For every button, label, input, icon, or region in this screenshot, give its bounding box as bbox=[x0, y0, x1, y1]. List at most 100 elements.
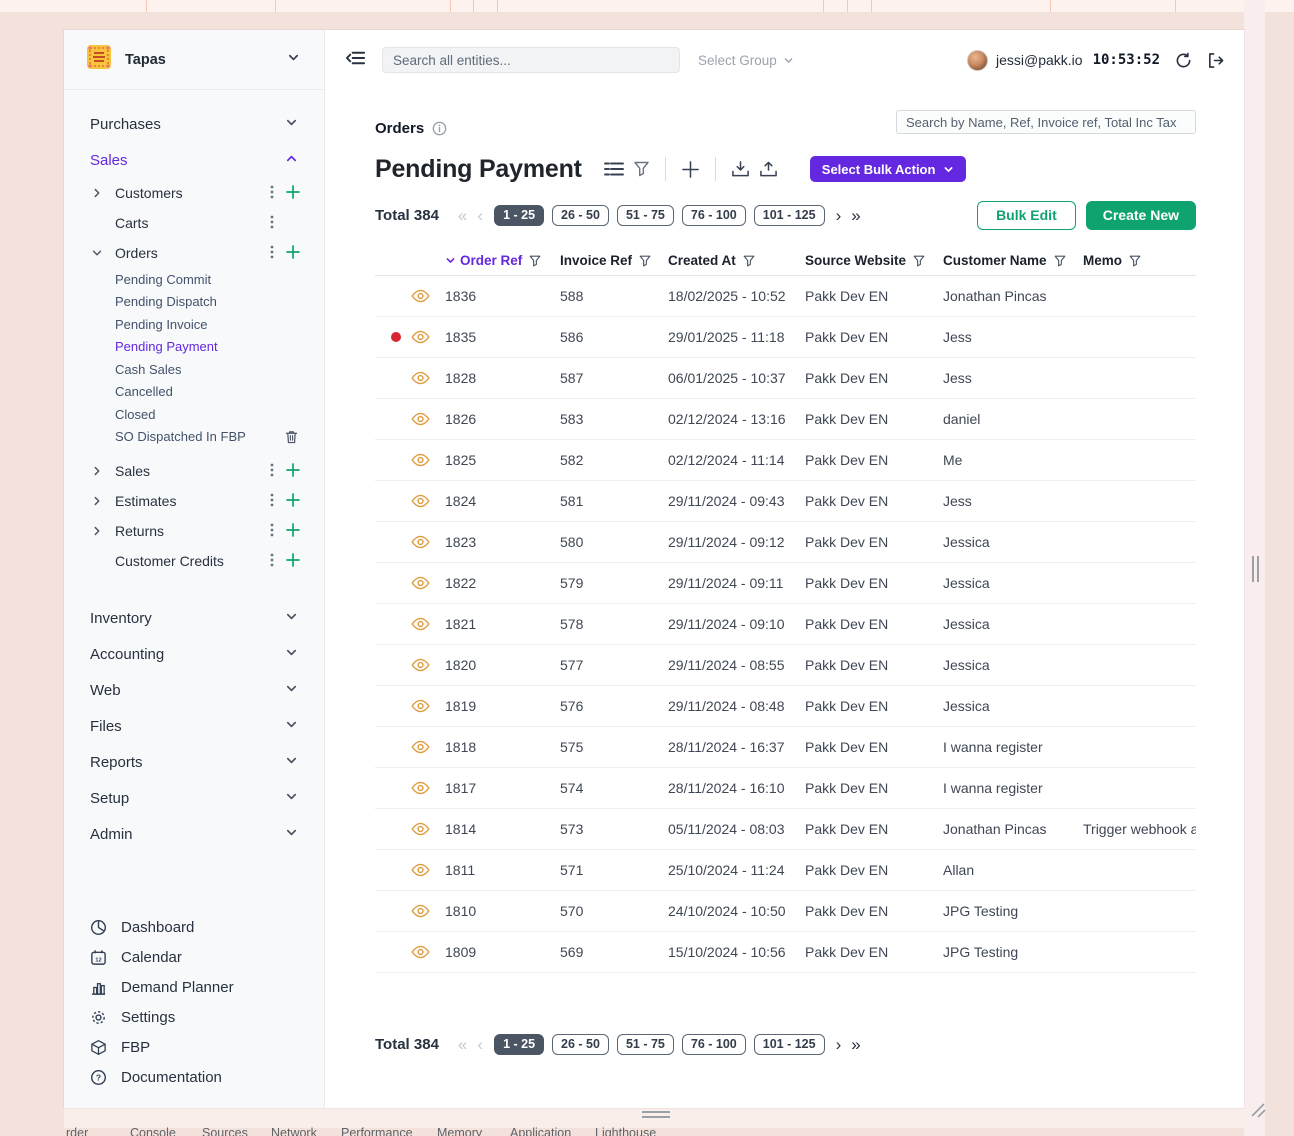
devtools-tab[interactable]: Console bbox=[130, 1126, 176, 1136]
add-icon[interactable] bbox=[286, 522, 300, 540]
page-range-button[interactable]: 101 - 125 bbox=[753, 204, 825, 226]
sidebar-item-documentation[interactable]: ? Documentation bbox=[64, 1062, 324, 1092]
filter-icon[interactable] bbox=[743, 255, 755, 267]
sidebar-item-inventory[interactable]: Inventory bbox=[64, 600, 324, 636]
chevron-right-icon[interactable] bbox=[90, 524, 104, 538]
page-range-button[interactable]: 1 - 25 bbox=[494, 1033, 545, 1055]
view-order-button[interactable] bbox=[403, 289, 437, 303]
filter-icon[interactable] bbox=[529, 255, 541, 267]
sidebar-item-purchases[interactable]: Purchases bbox=[64, 106, 324, 142]
sidebar-item-returns[interactable]: Returns bbox=[64, 516, 324, 546]
page-range-button[interactable]: 26 - 50 bbox=[552, 1033, 609, 1055]
sidebar-order-status[interactable]: Pending Invoice bbox=[64, 313, 324, 336]
page-range-button[interactable]: 26 - 50 bbox=[552, 204, 609, 226]
logout-icon[interactable] bbox=[1207, 52, 1224, 69]
collapse-sidebar-icon[interactable] bbox=[345, 49, 366, 72]
select-group-dropdown[interactable]: Select Group bbox=[698, 53, 794, 68]
view-order-button[interactable] bbox=[403, 658, 437, 672]
first-page-button[interactable]: « bbox=[457, 1034, 468, 1054]
sidebar-item-setup[interactable]: Setup bbox=[64, 780, 324, 816]
page-range-button[interactable]: 51 - 75 bbox=[616, 1033, 674, 1055]
chevron-down-icon[interactable] bbox=[90, 246, 104, 260]
sidebar-item-orders[interactable]: Orders bbox=[64, 238, 324, 268]
view-order-button[interactable] bbox=[403, 453, 437, 467]
view-order-button[interactable] bbox=[403, 412, 437, 426]
chevron-down-icon[interactable] bbox=[287, 51, 300, 69]
chevron-right-icon[interactable] bbox=[90, 494, 104, 508]
sidebar-item-accounting[interactable]: Accounting bbox=[64, 636, 324, 672]
kebab-menu-icon[interactable] bbox=[270, 185, 274, 202]
table-row[interactable]: 1814 573 05/11/2024 - 08:03 Pakk Dev EN … bbox=[375, 809, 1196, 850]
filter-icon[interactable] bbox=[639, 255, 651, 267]
resize-handle-bottom[interactable] bbox=[642, 1111, 670, 1118]
kebab-menu-icon[interactable] bbox=[270, 215, 274, 232]
devtools-tab[interactable]: Network bbox=[271, 1126, 317, 1136]
sidebar-item-sales[interactable]: Sales bbox=[64, 142, 324, 178]
kebab-menu-icon[interactable] bbox=[270, 523, 274, 540]
table-row[interactable]: 1817 574 28/11/2024 - 16:10 Pakk Dev EN … bbox=[375, 768, 1196, 809]
table-row[interactable]: 1819 576 29/11/2024 - 08:48 Pakk Dev EN … bbox=[375, 686, 1196, 727]
column-header-order-ref[interactable]: Order Ref bbox=[437, 253, 552, 268]
table-row[interactable]: 1825 582 02/12/2024 - 11:14 Pakk Dev EN … bbox=[375, 440, 1196, 481]
sidebar-item-calendar[interactable]: 12 Calendar bbox=[64, 942, 324, 972]
sidebar-order-status[interactable]: Pending Commit bbox=[64, 268, 324, 291]
sidebar-item-carts[interactable]: Carts bbox=[64, 208, 324, 238]
view-order-button[interactable] bbox=[403, 781, 437, 795]
prev-page-button[interactable]: ‹ bbox=[477, 205, 484, 225]
table-row[interactable]: 1810 570 24/10/2024 - 10:50 Pakk Dev EN … bbox=[375, 891, 1196, 932]
page-range-button[interactable]: 76 - 100 bbox=[681, 204, 746, 226]
table-row[interactable]: 1820 577 29/11/2024 - 08:55 Pakk Dev EN … bbox=[375, 645, 1196, 686]
add-icon[interactable] bbox=[286, 184, 300, 202]
sidebar-item-estimates[interactable]: Estimates bbox=[64, 486, 324, 516]
prev-page-button[interactable]: ‹ bbox=[477, 1034, 484, 1054]
next-page-button[interactable]: › bbox=[835, 205, 842, 225]
page-range-button[interactable]: 51 - 75 bbox=[616, 204, 674, 226]
devtools-tab[interactable]: Application bbox=[510, 1126, 572, 1136]
filter-icon[interactable] bbox=[633, 161, 650, 177]
devtools-tab[interactable]: Lighthouse bbox=[595, 1126, 657, 1136]
list-view-icon[interactable] bbox=[603, 161, 624, 177]
devtools-tab[interactable]: Performance bbox=[341, 1126, 413, 1136]
table-row[interactable]: 1818 575 28/11/2024 - 16:37 Pakk Dev EN … bbox=[375, 727, 1196, 768]
sidebar-item-files[interactable]: Files bbox=[64, 708, 324, 744]
devtools-tab[interactable]: rder bbox=[66, 1126, 89, 1136]
table-row[interactable]: 1822 579 29/11/2024 - 09:11 Pakk Dev EN … bbox=[375, 563, 1196, 604]
view-order-button[interactable] bbox=[403, 494, 437, 508]
resize-handle-right[interactable] bbox=[1252, 556, 1259, 582]
column-header-memo[interactable]: Memo bbox=[1075, 253, 1196, 268]
column-header-source-website[interactable]: Source Website bbox=[797, 253, 935, 268]
table-row[interactable]: 1826 583 02/12/2024 - 13:16 Pakk Dev EN … bbox=[375, 399, 1196, 440]
create-new-button[interactable]: Create New bbox=[1085, 200, 1196, 230]
view-order-button[interactable] bbox=[403, 371, 437, 385]
export-icon[interactable] bbox=[759, 160, 778, 178]
table-row[interactable]: 1811 571 25/10/2024 - 11:24 Pakk Dev EN … bbox=[375, 850, 1196, 891]
filter-icon[interactable] bbox=[913, 255, 925, 267]
kebab-menu-icon[interactable] bbox=[270, 493, 274, 510]
view-order-button[interactable] bbox=[403, 535, 437, 549]
next-page-button[interactable]: › bbox=[835, 1034, 842, 1054]
sidebar-order-status[interactable]: Pending Payment bbox=[64, 336, 324, 359]
filter-icon[interactable] bbox=[1129, 255, 1141, 267]
sidebar-order-status[interactable]: SO Dispatched In FBP bbox=[64, 426, 324, 449]
refresh-icon[interactable] bbox=[1175, 52, 1192, 69]
add-record-icon[interactable] bbox=[681, 160, 700, 179]
sidebar-item-settings[interactable]: Settings bbox=[64, 1002, 324, 1032]
sidebar-order-status[interactable]: Cancelled bbox=[64, 381, 324, 404]
add-icon[interactable] bbox=[286, 552, 300, 570]
import-icon[interactable] bbox=[731, 160, 750, 178]
view-order-button[interactable] bbox=[403, 740, 437, 754]
table-row[interactable]: 1824 581 29/11/2024 - 09:43 Pakk Dev EN … bbox=[375, 481, 1196, 522]
filter-icon[interactable] bbox=[1054, 255, 1066, 267]
sidebar-item-fbp[interactable]: FBP bbox=[64, 1032, 324, 1062]
sidebar-item-web[interactable]: Web bbox=[64, 672, 324, 708]
devtools-tab[interactable]: Sources bbox=[202, 1126, 248, 1136]
table-row[interactable]: 1828 587 06/01/2025 - 10:37 Pakk Dev EN … bbox=[375, 358, 1196, 399]
table-row[interactable]: 1835 586 29/01/2025 - 11:18 Pakk Dev EN … bbox=[375, 317, 1196, 358]
sidebar-order-status[interactable]: Pending Dispatch bbox=[64, 291, 324, 314]
page-range-button[interactable]: 1 - 25 bbox=[494, 204, 545, 226]
last-page-button[interactable]: » bbox=[851, 205, 861, 225]
sidebar-order-status[interactable]: Cash Sales bbox=[64, 358, 324, 381]
sidebar-order-status[interactable]: Closed bbox=[64, 403, 324, 426]
chevron-right-icon[interactable] bbox=[90, 464, 104, 478]
sidebar-item-dashboard[interactable]: Dashboard bbox=[64, 912, 324, 942]
